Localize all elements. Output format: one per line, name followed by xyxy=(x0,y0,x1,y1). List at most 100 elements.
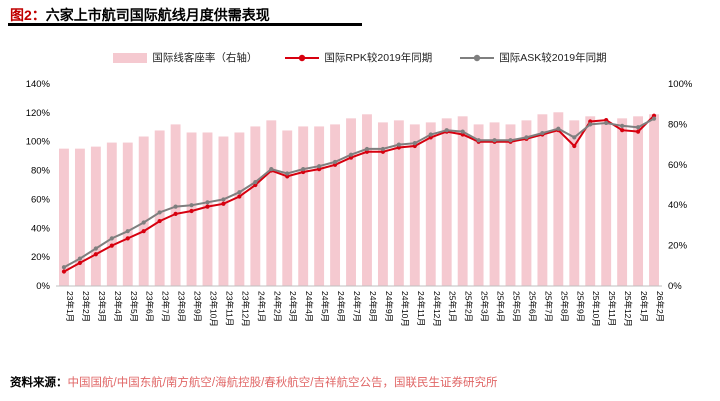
right-axis-tick: 0% xyxy=(668,281,682,292)
rpk-point xyxy=(460,132,465,137)
ask-point xyxy=(428,132,433,137)
x-axis-label: 23年9月 xyxy=(193,291,203,322)
ask-point xyxy=(556,126,561,131)
ask-point xyxy=(109,236,114,241)
rpk-point xyxy=(380,149,386,154)
rpk-point xyxy=(141,229,146,234)
ask-point xyxy=(524,135,529,140)
load-factor-bar xyxy=(537,114,548,286)
rpk-point xyxy=(572,143,577,149)
legend-label: 国际RPK较2019年同期 xyxy=(324,52,433,64)
load-factor-bar xyxy=(521,120,532,286)
load-factor-bar xyxy=(218,136,229,286)
x-axis-label: 26年1月 xyxy=(639,291,649,322)
rpk-point xyxy=(620,128,625,133)
rpk-line xyxy=(63,114,655,273)
right-axis-tick: 40% xyxy=(668,200,688,211)
legend-label: 国际线客座率（右轴） xyxy=(152,52,258,64)
load-factor-bar xyxy=(314,126,325,286)
load-factor-bar xyxy=(59,148,69,286)
ask-point xyxy=(380,146,386,152)
legend-swatch-rect xyxy=(113,52,148,63)
ask-point xyxy=(540,130,545,136)
x-axis-label: 24年5月 xyxy=(320,291,330,322)
x-axis-label: 23年4月 xyxy=(113,291,123,322)
ask-point xyxy=(173,204,178,209)
load-factor-bar xyxy=(377,122,388,286)
ask-point xyxy=(444,128,449,133)
load-factor-bar xyxy=(90,146,101,286)
rpk-point xyxy=(301,169,306,175)
ask-point xyxy=(364,146,370,152)
ask-point xyxy=(189,203,194,208)
x-axis-label: 23年6月 xyxy=(145,291,155,322)
legend-line-marker xyxy=(285,54,320,61)
load-factor-bar xyxy=(489,122,500,286)
ask-point xyxy=(508,138,513,143)
load-factor-bar xyxy=(585,116,596,286)
right-axis-tick: 100% xyxy=(668,79,693,90)
rpk-point xyxy=(205,204,210,209)
load-factor-bar xyxy=(234,132,245,286)
rpk-point xyxy=(348,155,354,160)
ask-line xyxy=(63,117,655,269)
rpk-point xyxy=(364,149,370,154)
rpk-point xyxy=(189,208,194,214)
figure-title: 图2：六家上市航司国际航线月度供需表现 xyxy=(10,5,270,25)
x-axis-label: 23年1月 xyxy=(65,291,75,322)
ask-point xyxy=(572,135,577,140)
rpk-point xyxy=(588,119,593,124)
source-line: 资料来源：中国国航/中国东航/南方航空/海航控股/春秋航空/吉祥航空公告，国联民… xyxy=(10,374,497,390)
ask-point xyxy=(269,167,274,172)
x-axis-label: 25年10月 xyxy=(591,291,601,327)
legend-line-marker xyxy=(460,54,495,61)
legend-item-2: 国际ASK较2019年同期 xyxy=(460,50,607,65)
ask-point xyxy=(317,164,322,169)
load-factor-bar xyxy=(473,124,484,287)
ask-point xyxy=(460,129,465,134)
ask-point xyxy=(61,265,67,270)
load-factor-bar xyxy=(457,116,468,286)
legend-marker-dot xyxy=(474,54,481,61)
x-axis-label: 23年2月 xyxy=(81,291,91,322)
ask-point xyxy=(476,138,481,143)
x-axis-label: 25年2月 xyxy=(464,291,474,322)
rpk-point xyxy=(604,117,609,123)
right-axis-tick: 60% xyxy=(668,160,688,171)
ask-point xyxy=(93,246,98,251)
load-factor-bar xyxy=(617,118,628,286)
x-axis-label: 25年6月 xyxy=(527,291,537,322)
x-axis-label: 23年8月 xyxy=(177,291,187,322)
ask-point xyxy=(205,200,210,205)
ask-point xyxy=(285,171,290,176)
x-axis-label: 24年2月 xyxy=(272,291,282,322)
load-factor-bar xyxy=(505,124,516,287)
x-axis-label: 23年10月 xyxy=(209,291,219,327)
load-factor-bar xyxy=(409,124,420,287)
x-axis-label: 24年3月 xyxy=(288,291,298,322)
legend-label: 国际ASK较2019年同期 xyxy=(499,52,607,64)
rpk-point xyxy=(109,243,114,248)
load-factor-bar xyxy=(425,122,436,286)
ask-point xyxy=(77,256,83,261)
rpk-point xyxy=(221,201,226,206)
load-factor-bar xyxy=(362,114,372,286)
rpk-point xyxy=(428,135,433,140)
x-axis-label: 24年1月 xyxy=(256,291,266,322)
ask-point xyxy=(237,190,242,195)
ask-point xyxy=(412,141,417,146)
load-factor-bar xyxy=(154,130,165,286)
ask-point xyxy=(635,125,641,130)
x-axis-label: 24年8月 xyxy=(368,291,378,322)
x-axis-label: 25年12月 xyxy=(623,291,633,327)
x-axis-label: 25年4月 xyxy=(496,291,506,322)
x-axis-label: 24年4月 xyxy=(304,291,314,322)
load-factor-bar xyxy=(138,136,149,286)
load-factor-bar xyxy=(569,120,580,286)
rpk-point xyxy=(157,218,162,224)
x-axis-label: 25年1月 xyxy=(448,291,458,322)
ask-point xyxy=(348,152,354,157)
load-factor-bar xyxy=(202,132,213,286)
combo-chart: 0% 20% 40% 60% 80% 100% 120% 140% 0% 20% 40% 60% 80%… xyxy=(26,79,693,327)
rpk-point xyxy=(125,236,130,241)
